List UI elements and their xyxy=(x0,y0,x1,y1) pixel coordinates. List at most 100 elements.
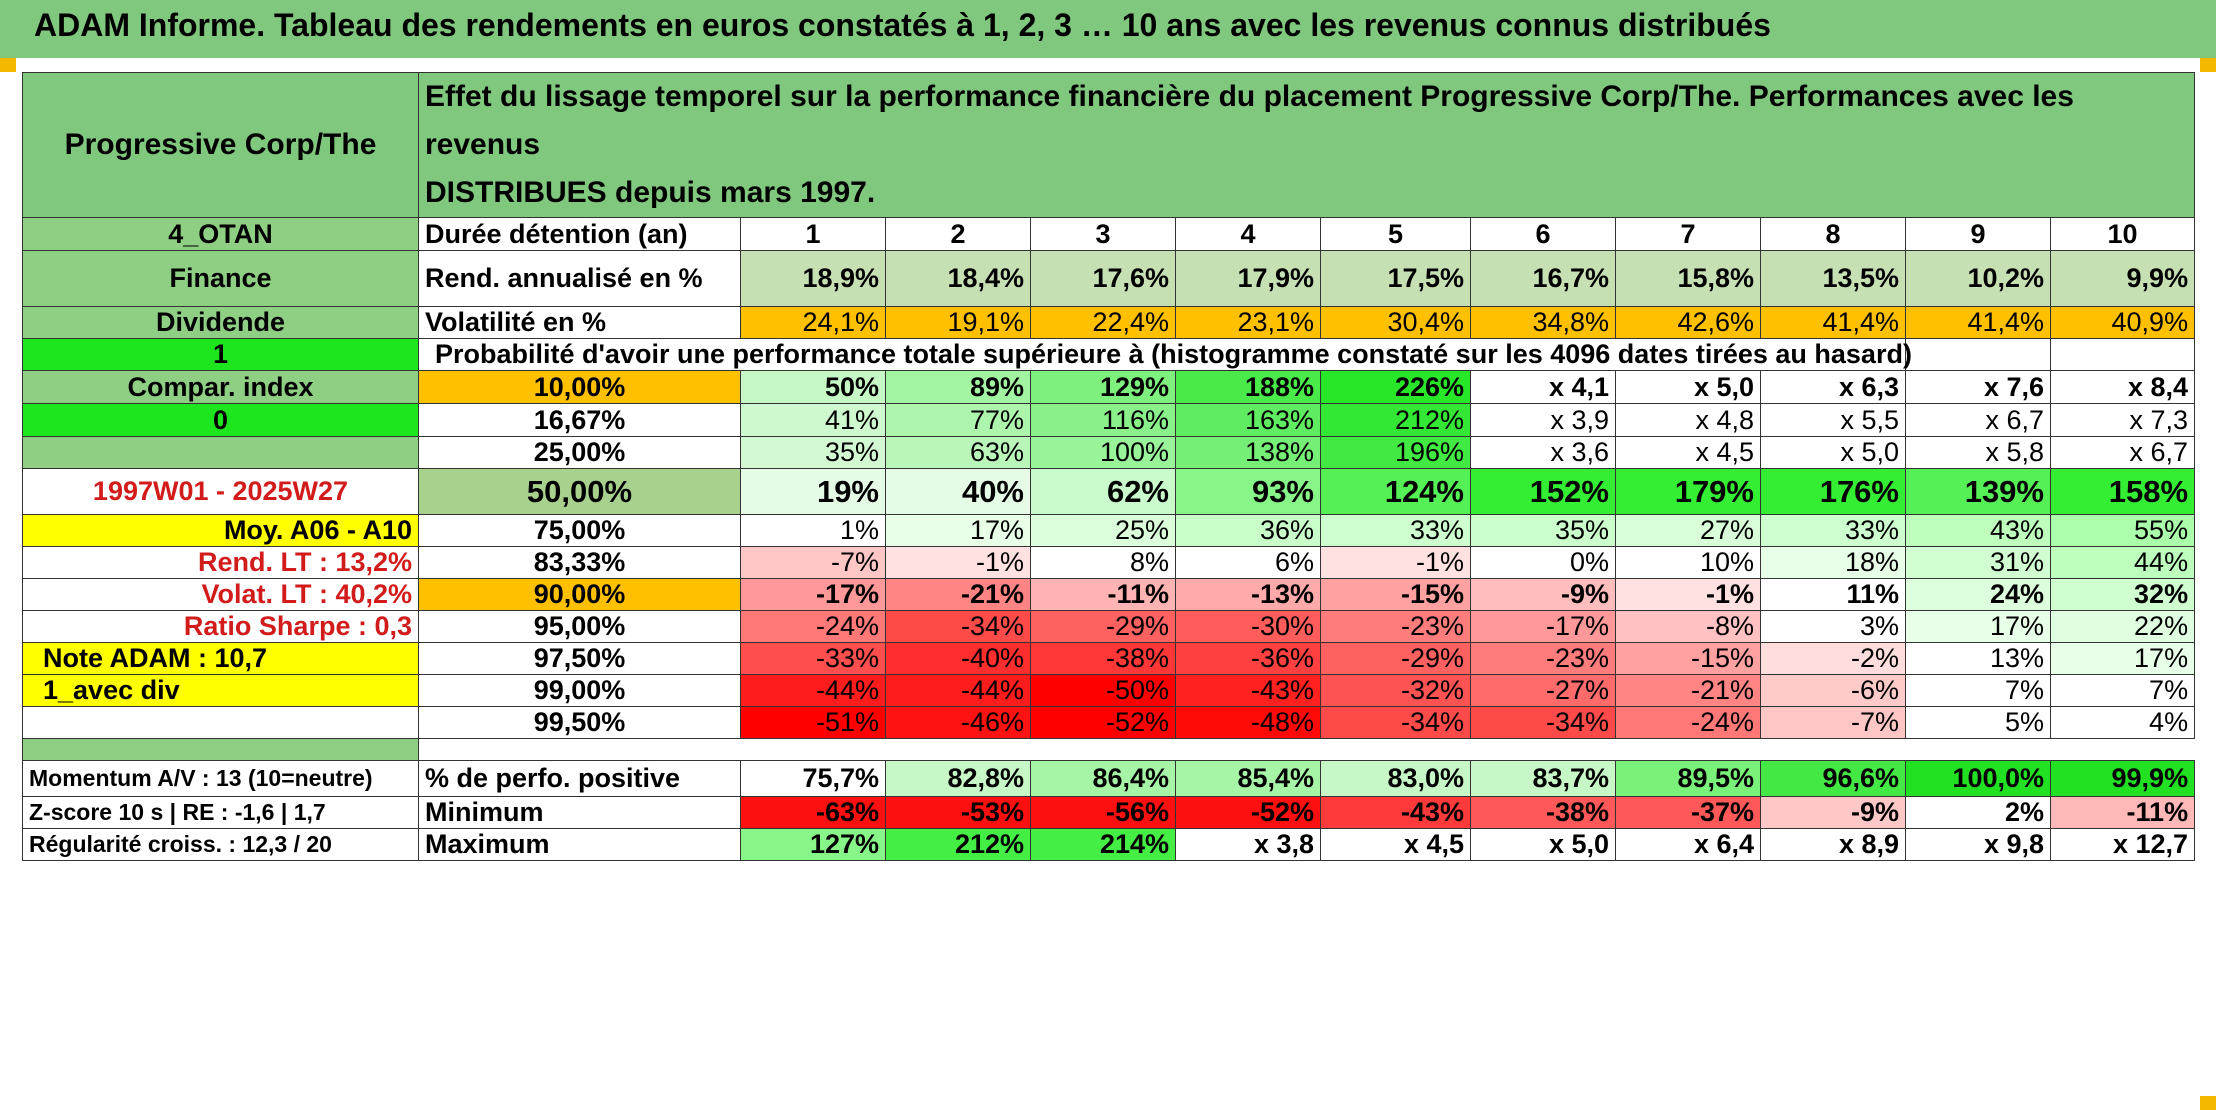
percentile-row: Rend. LT : 13,2% 83,33% -7% -1% 8% 6% -1% 0% 10%… xyxy=(22,546,2196,579)
corner-marker-right xyxy=(2200,58,2216,72)
blank-cell xyxy=(2049,338,2196,371)
percentile-value: 152% xyxy=(1470,468,1616,515)
percentile-row: Note ADAM : 10,7 97,50% -33% -40% -38% -36% -2… xyxy=(22,642,2196,675)
maximum-value: 127% xyxy=(740,828,886,861)
rend-value: 13,5% xyxy=(1760,250,1906,307)
percentile-value: -30% xyxy=(1175,610,1321,643)
percentile-value: -48% xyxy=(1175,706,1321,739)
percentile-value: 32% xyxy=(2049,578,2196,611)
percentile-value: 43% xyxy=(1905,514,2051,547)
separator-blank xyxy=(418,738,2195,761)
minimum-value: -53% xyxy=(885,796,1031,829)
volat-value: 41,4% xyxy=(1760,306,1906,339)
minimum-value: -43% xyxy=(1320,796,1471,829)
maximum-value: x 12,7 xyxy=(2049,828,2196,861)
percentile-value: 176% xyxy=(1760,468,1906,515)
asset-name: Progressive Corp/The xyxy=(22,72,419,218)
momentum-label: Momentum A/V : 13 (10=neutre) xyxy=(22,760,419,797)
percentile-value: 22% xyxy=(2049,610,2196,643)
percentile-row: 99,50% -51% -46% -52% -48% -34% -34% -24% -7% 5% 4… xyxy=(22,706,2196,739)
period-label: 1997W01 - 2025W27 xyxy=(22,468,419,515)
year-header: 1 xyxy=(740,217,886,251)
percentile-value: 100% xyxy=(1030,436,1176,469)
percentile-value: -44% xyxy=(740,674,886,707)
regularite-label: Régularité croiss. : 12,3 / 20 xyxy=(22,828,419,861)
maximum-value: x 8,9 xyxy=(1760,828,1906,861)
blank-label xyxy=(22,706,419,739)
percentile-value: 17% xyxy=(885,514,1031,547)
moy-label: Moy. A06 - A10 xyxy=(22,514,419,547)
percentile-value: -46% xyxy=(885,706,1031,739)
year-header: 2 xyxy=(885,217,1031,251)
maximum-label: Maximum xyxy=(418,828,741,861)
percentile-value: 124% xyxy=(1320,468,1471,515)
pct-pos-value: 83,7% xyxy=(1470,760,1616,797)
percentile-value: 0% xyxy=(1470,546,1616,579)
minimum-row: Z-score 10 s | RE : -1,6 | 1,7 Minimum -63… xyxy=(22,796,2196,829)
minimum-value: -37% xyxy=(1615,796,1761,829)
maximum-row: Régularité croiss. : 12,3 / 20 Maximum 127… xyxy=(22,828,2196,861)
percentile-value: 196% xyxy=(1320,436,1471,469)
rend-lt-label: Rend. LT : 13,2% xyxy=(22,546,419,579)
percentile-value: 5% xyxy=(1905,706,2051,739)
avec-div-label: 1_avec div xyxy=(22,674,419,707)
percentile-row: Compar. index 10,00% 50% 89% 129% 188% 226% x 4… xyxy=(22,370,2196,404)
percentile-value: -34% xyxy=(885,610,1031,643)
corner-marker-left xyxy=(0,58,16,72)
percentile-value: 13% xyxy=(1905,642,2051,675)
percentile-row: 25,00% 35% 63% 100% 138% 196% x 3,6 x 4,5 x 5,0 x… xyxy=(22,436,2196,469)
volat-value: 30,4% xyxy=(1320,306,1471,339)
percentile-row: Moy. A06 - A10 75,00% 1% 17% 25% 36% 33% 35% 27%… xyxy=(22,514,2196,547)
minimum-label: Minimum xyxy=(418,796,741,829)
percentile-value: 55% xyxy=(2049,514,2196,547)
percentile-value: 3% xyxy=(1760,610,1906,643)
percentile-value: 7% xyxy=(1905,674,2051,707)
pct-pos-value: 89,5% xyxy=(1615,760,1761,797)
pct-pos-value: 99,9% xyxy=(2049,760,2196,797)
blank-cell xyxy=(1905,338,2051,371)
dividend-label: Dividende xyxy=(22,306,419,339)
rend-value: 18,9% xyxy=(740,250,886,307)
rend-value: 10,2% xyxy=(1905,250,2051,307)
percentile-value: -33% xyxy=(740,642,886,675)
percentile-value: 33% xyxy=(1760,514,1906,547)
percentile-value: 7% xyxy=(2049,674,2196,707)
percentile-value: x 7,3 xyxy=(2049,403,2196,437)
minimum-value: -11% xyxy=(2049,796,2196,829)
percentile-value: -24% xyxy=(1615,706,1761,739)
percentile-value: x 8,4 xyxy=(2049,370,2196,404)
proba-row: 1 Probabilité d'avoir une performance tot… xyxy=(22,338,2196,371)
percentile-value: x 5,0 xyxy=(1615,370,1761,404)
percentile-value: 93% xyxy=(1175,468,1321,515)
year-header: 3 xyxy=(1030,217,1176,251)
percentile-value: 1% xyxy=(740,514,886,547)
percentile-label: 99,50% xyxy=(418,706,741,739)
percentile-value: x 3,9 xyxy=(1470,403,1616,437)
volat-value: 24,1% xyxy=(740,306,886,339)
percentile-value: 116% xyxy=(1030,403,1176,437)
percentile-value: 8% xyxy=(1030,546,1176,579)
years-row: 4_OTAN Durée détention (an) 1 2 3 4 5 6 7 8 9 10 xyxy=(22,217,2196,251)
percentile-value: 18% xyxy=(1760,546,1906,579)
maximum-value: 212% xyxy=(885,828,1031,861)
percentile-label: 99,00% xyxy=(418,674,741,707)
percentile-value: -6% xyxy=(1760,674,1906,707)
percentile-value: 89% xyxy=(885,370,1031,404)
description-line-2: DISTRIBUES depuis mars 1997. xyxy=(425,176,876,209)
sector-label: Finance xyxy=(22,250,419,307)
duree-label: Durée détention (an) xyxy=(418,217,741,251)
percentile-value: 63% xyxy=(885,436,1031,469)
rend-value: 16,7% xyxy=(1470,250,1616,307)
pct-pos-value: 83,0% xyxy=(1320,760,1471,797)
percentile-value: -44% xyxy=(885,674,1031,707)
volat-row: Dividende Volatilité en % 24,1% 19,1% 22,4% 2… xyxy=(22,306,2196,339)
percentile-label: 90,00% xyxy=(418,578,741,611)
percentile-value: -7% xyxy=(740,546,886,579)
separator-row xyxy=(22,738,2195,761)
percentile-value: -1% xyxy=(1320,546,1471,579)
volat-value: 19,1% xyxy=(885,306,1031,339)
percentile-value: 11% xyxy=(1760,578,1906,611)
percentile-value: 10% xyxy=(1615,546,1761,579)
percentile-value: -13% xyxy=(1175,578,1321,611)
percentile-value: -29% xyxy=(1030,610,1176,643)
